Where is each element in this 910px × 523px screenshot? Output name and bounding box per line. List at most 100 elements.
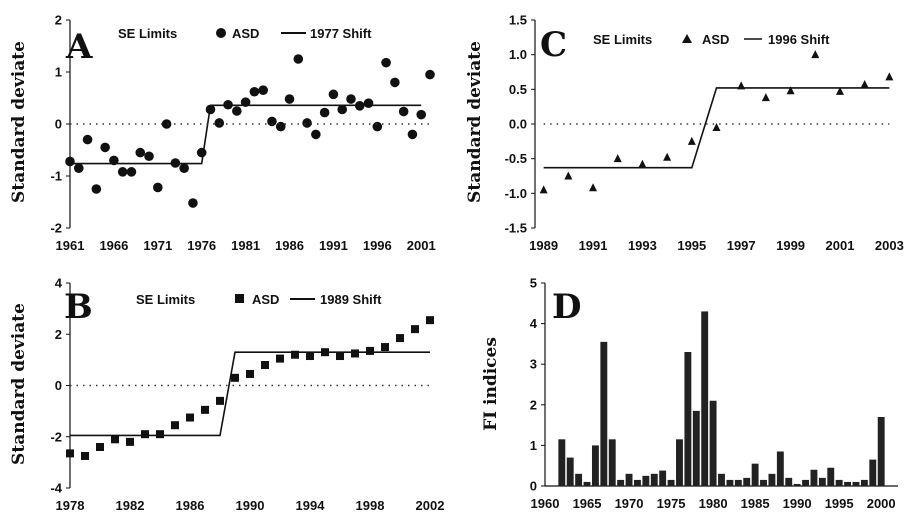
x-tick-label: 1986: [176, 498, 205, 513]
y-tick-label: 2: [55, 327, 62, 342]
asd-point: [66, 449, 74, 458]
bar: [793, 483, 801, 486]
asd-point: [306, 352, 314, 361]
bar: [852, 481, 860, 486]
legend-asd-label: ASD: [252, 292, 279, 307]
legend-se-limits-label: SE Limits: [118, 26, 177, 41]
panel-a-letter: A: [65, 27, 93, 67]
panel-c-plot: -1.5 -1.0 -0.5 0.0 0.5 1.0 1.5 1989 1991 1993 1995…: [505, 13, 904, 254]
asd-point: [276, 354, 284, 363]
asd-point: [96, 443, 104, 451]
y-tick-label: 2: [55, 13, 62, 28]
bar: [701, 311, 709, 486]
panel-d-y-axis-label: FI indices: [481, 337, 501, 431]
y-tick-label: -1.0: [505, 186, 527, 201]
bar: [726, 479, 734, 486]
x-tick-label: 1993: [628, 238, 657, 253]
asd-point: [91, 184, 102, 194]
x-tick-label: 1991: [319, 238, 348, 253]
bar: [676, 439, 683, 486]
asd-point: [425, 69, 435, 80]
bar: [692, 410, 700, 486]
asd-point: [284, 94, 295, 104]
x-tick-label: 1976: [187, 238, 216, 253]
panel-c-y-axis-label: Standard deviate: [465, 41, 485, 203]
bar: [785, 477, 793, 486]
bar: [591, 445, 599, 486]
asd-point: [411, 325, 419, 334]
asd-point: [663, 152, 672, 161]
x-tick-label: 1995: [677, 238, 706, 253]
asd-point: [100, 142, 110, 153]
asd-point: [712, 122, 721, 131]
asd-point: [231, 373, 239, 382]
asd-point: [111, 435, 119, 444]
x-tick-label: 1990: [236, 498, 265, 513]
asd-point: [275, 121, 286, 132]
asd-point: [246, 369, 254, 378]
shift-line: [70, 351, 430, 437]
asd-point: [398, 106, 409, 117]
bar: [860, 479, 868, 486]
asd-point: [65, 156, 75, 167]
x-tick-label: 1975: [657, 496, 686, 511]
asd-point: [156, 430, 164, 439]
y-tick-label: 1: [530, 438, 537, 453]
panel-a-plot: -2 -1 0 1 2 1961 1966 1971 1976 1981 1986 1991 1996 2…: [50, 13, 435, 254]
y-tick-label: 4: [530, 316, 538, 331]
legend-shift-label: 1989 Shift: [320, 292, 382, 307]
y-tick-label: 1: [55, 65, 62, 80]
asd-point: [293, 54, 304, 64]
asd-point: [161, 119, 172, 129]
y-tick-label: 3: [530, 357, 537, 372]
bar: [617, 479, 625, 486]
x-tick-label: 1971: [143, 238, 172, 253]
bar: [802, 479, 809, 486]
legend-asd-label: ASD: [702, 32, 729, 47]
x-tick-label: 2001: [826, 238, 855, 253]
asd-point: [346, 94, 356, 104]
y-tick-label: 0: [55, 117, 62, 132]
y-tick-label: -0.5: [505, 151, 527, 166]
bar: [810, 469, 818, 486]
asd-point: [201, 405, 209, 414]
x-tick-label: 1970: [615, 496, 644, 511]
x-tick-label: 1982: [116, 498, 145, 513]
bar: [718, 473, 725, 486]
bar: [743, 477, 751, 486]
asd-point: [144, 151, 154, 162]
asd-point: [589, 183, 598, 192]
asd-point: [835, 86, 844, 95]
legend-se-limits-label: SE Limits: [136, 292, 195, 307]
bar: [659, 470, 667, 486]
panel-b-plot: -4 -2 0 2 4 1978 1982 1986 1990 1994 1998 2002: [50, 276, 444, 514]
asd-point: [117, 167, 128, 177]
y-tick-label: -4: [50, 481, 62, 496]
asd-point: [372, 121, 383, 132]
legend-shift-label: 1977 Shift: [310, 26, 372, 41]
asd-point: [366, 346, 374, 355]
bar: [734, 479, 742, 486]
asd-point: [351, 349, 359, 358]
y-tick-label: 5: [530, 276, 537, 291]
asd-point: [426, 316, 434, 325]
asd-point: [179, 163, 189, 173]
asd-point: [363, 98, 374, 108]
panel-a-legend: SE Limits ASD 1977 Shift: [118, 26, 372, 41]
x-tick-label: 1965: [573, 496, 602, 511]
y-tick-label: 2: [530, 397, 537, 412]
legend-shift-label: 1996 Shift: [768, 32, 830, 47]
y-tick-label: -1: [50, 169, 62, 184]
asd-point: [186, 413, 194, 422]
y-tick-label: 4: [55, 276, 63, 291]
asd-point: [214, 118, 225, 128]
asd-point: [328, 89, 339, 100]
x-tick-label: 1966: [99, 238, 128, 253]
bar: [844, 481, 852, 486]
panel-d-letter: D: [552, 287, 581, 327]
y-tick-label: 0.5: [509, 82, 527, 97]
bar: [634, 479, 641, 486]
panel-d-plot: 0 1 2 3 4 5 1960 1965 1970 1975 1980 1985 1990 1995 20…: [530, 276, 898, 511]
legend-se-limits-label: SE Limits: [593, 32, 652, 47]
bar: [650, 473, 658, 486]
